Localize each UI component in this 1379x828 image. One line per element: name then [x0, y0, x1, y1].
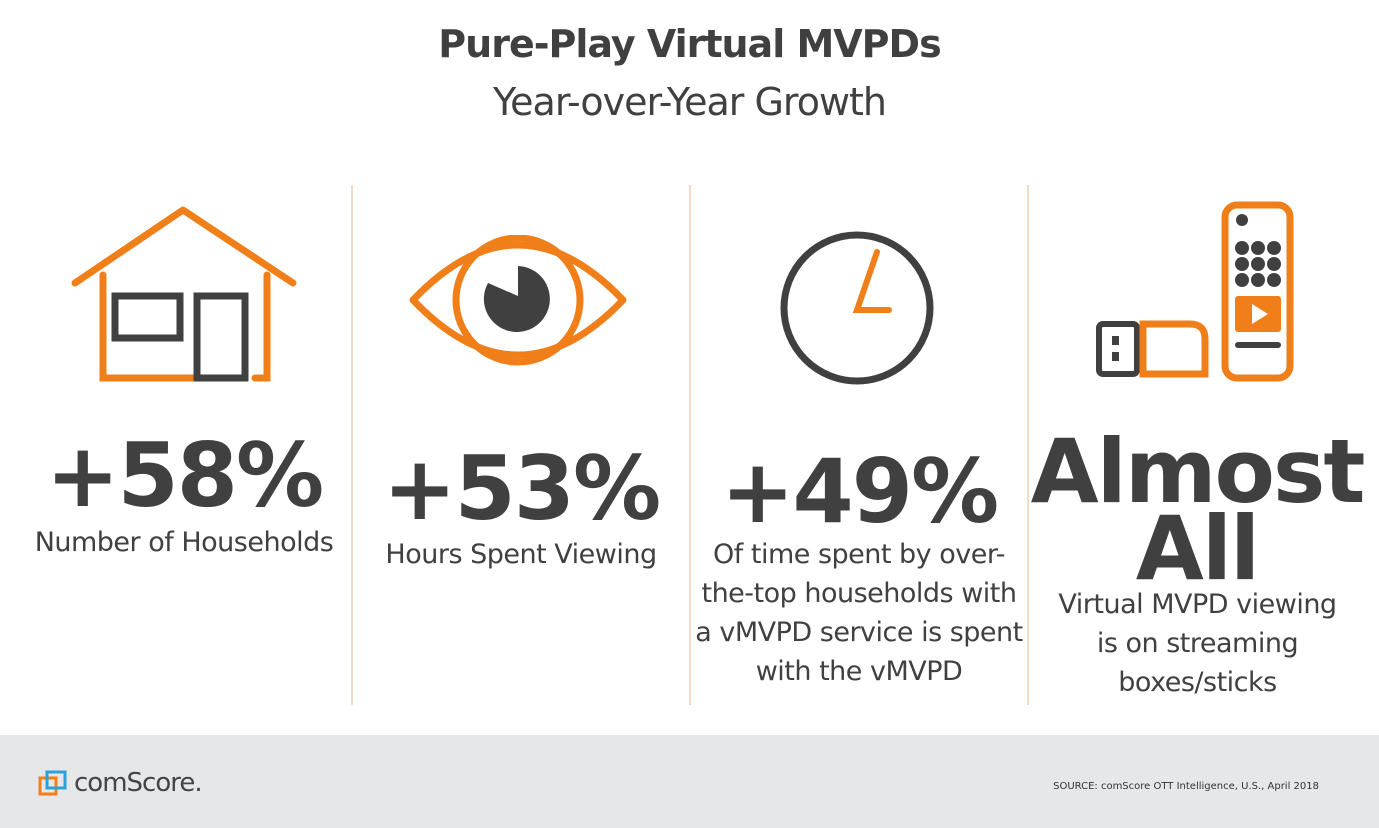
column-divider [689, 185, 691, 705]
logo-text: comScore. [74, 768, 203, 798]
comscore-logo-icon [38, 770, 67, 796]
stat-label: Of time spent by over-the-top households… [695, 539, 1023, 687]
streaming-stick-remote-icon [1096, 201, 1294, 382]
eye-icon [409, 235, 627, 366]
stat-label: Hours Spent Viewing [385, 539, 657, 570]
column-divider [351, 185, 353, 705]
comscore-logo: comScore. [38, 768, 203, 798]
source-note: SOURCE: comScore OTT Intelligence, U.S.,… [1053, 781, 1319, 792]
stat-value: +49% [720, 440, 999, 543]
clock-icon [780, 231, 934, 385]
stat-value: Almost [1030, 420, 1366, 523]
footer: comScore. SOURCE: comScore OTT Intellige… [0, 735, 1379, 828]
stat-value: +53% [382, 437, 661, 540]
stat-label: Virtual MVPD viewing is on streaming box… [1058, 589, 1337, 698]
house-with-screens-icon [71, 206, 297, 382]
page-subtitle: Year-over-Year Growth [492, 80, 887, 124]
stat-label: Number of Households [34, 527, 334, 558]
page-title: Pure-Play Virtual MVPDs [438, 22, 941, 66]
stat-value: All [1135, 497, 1260, 600]
stat-value: +58% [45, 424, 324, 527]
column-divider [1027, 185, 1029, 705]
